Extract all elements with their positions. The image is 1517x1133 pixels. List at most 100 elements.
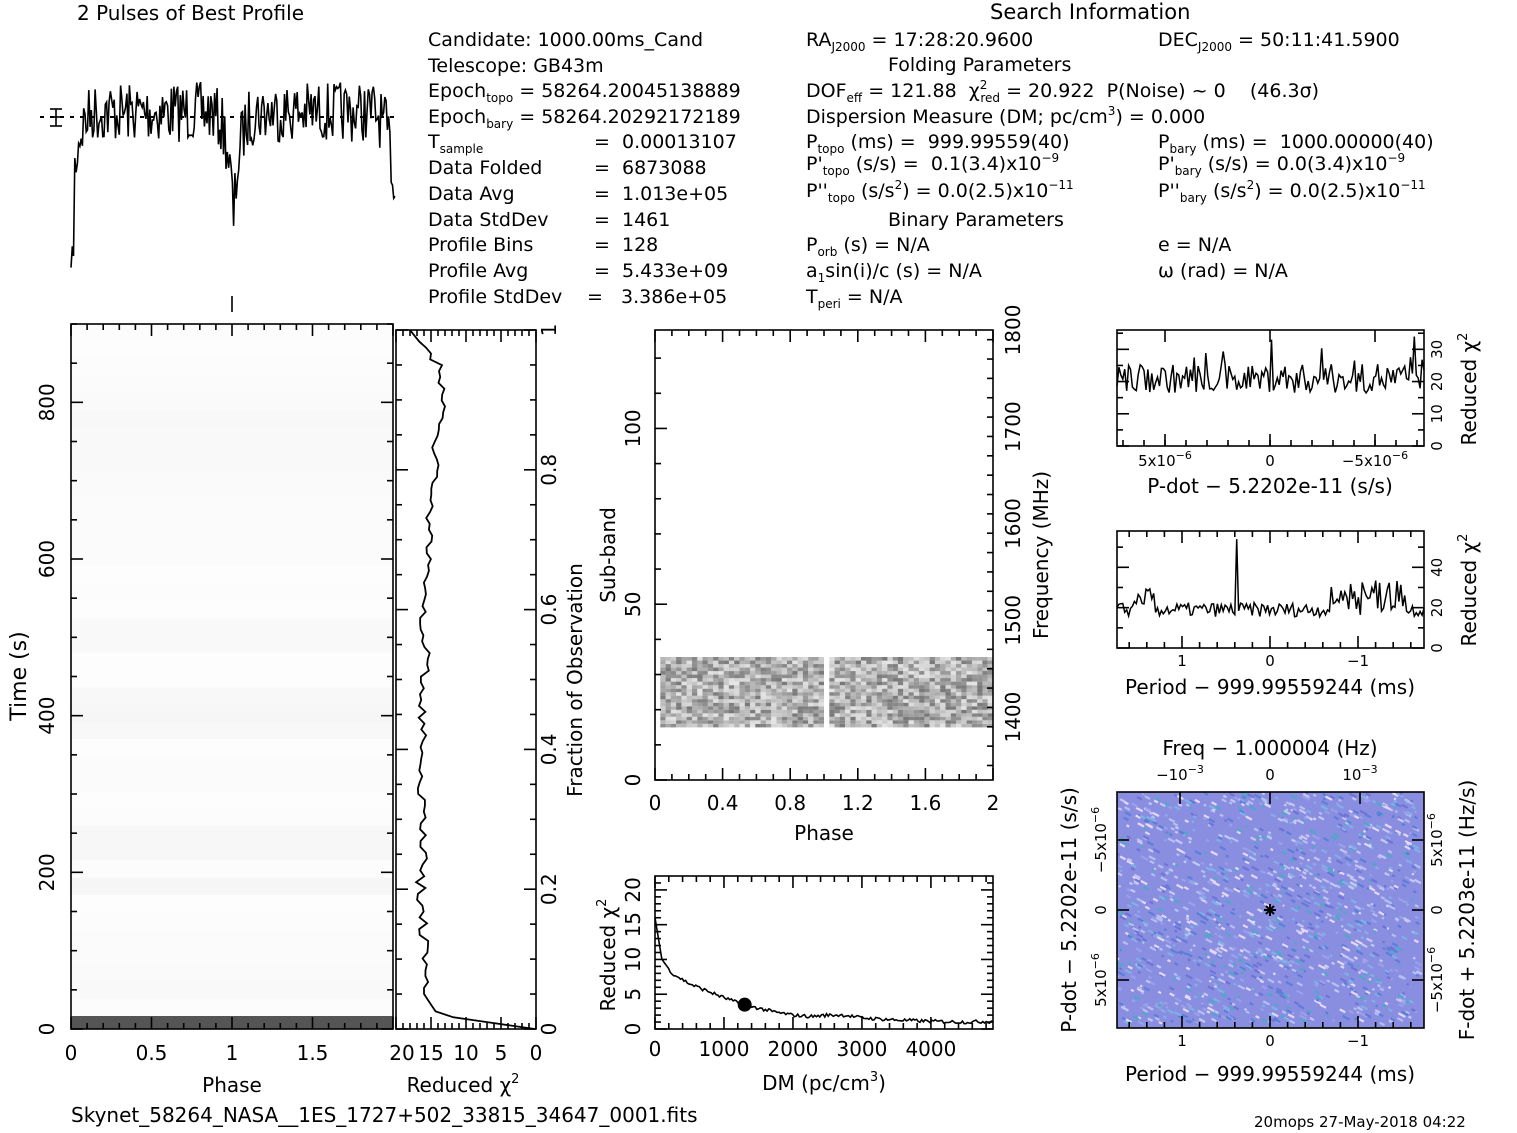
dof-row: DOFeff = 121.88 χ2red = 20.922 P(Noise) … [806, 78, 1320, 105]
pdot-xtick: −5x10−6 [1342, 449, 1408, 470]
tsample-row: Tsample [428, 131, 484, 156]
chi2-time-ytick: 0.4 [537, 733, 561, 765]
pdot-ytick: 30 [1428, 340, 1446, 359]
ppdot-ytick: 5x10−6 [1089, 953, 1110, 1007]
ppdot-ytick: −5x10−6 [1089, 807, 1110, 873]
time-phase-xtick: 1.5 [297, 1041, 329, 1065]
profile-line [70, 81, 396, 268]
ra-row: RAJ2000 = 17:28:20.9600 [806, 29, 1034, 54]
dm-ytick: 0 [621, 1023, 645, 1036]
subband-panel: 0 0.4 0.8 1.2 1.6 2 0 50 100 1400 1500 1600 1700 1800… [596, 305, 1053, 845]
period-ylabel: Reduced χ2 [1456, 534, 1481, 647]
ppdot-y2label: F-dot + 5.2203e-11 (Hz/s) [1455, 780, 1479, 1041]
subband-y2tick: 1600 [1001, 498, 1025, 549]
chi2-time-ytick: 0.2 [537, 873, 561, 905]
dm-xlabel: DM (pc/cm3) [762, 1070, 886, 1095]
tsample-value: = 0.00013107 [594, 131, 737, 153]
dm-xtick: 4000 [905, 1037, 956, 1061]
ptopo-row: Ptopo (ms) = 999.99559(40) [806, 131, 1070, 156]
ppdot-xtick: 0 [1265, 1032, 1275, 1050]
profile-bins-row: Profile Bins [428, 234, 534, 256]
time-phase-ytick: 600 [35, 540, 59, 578]
binary-title: Binary Parameters [888, 209, 1064, 231]
period-xtick: 1 [1177, 652, 1187, 670]
ppdot-ylabel: P-dot − 5.2202e-11 (s/s) [1057, 787, 1081, 1033]
dm-xtick: 3000 [836, 1037, 887, 1061]
pdot-xtick: 0 [1265, 452, 1275, 470]
profile-bins-value: = 128 [594, 234, 659, 256]
dm-ytick: 10 [621, 947, 645, 972]
subband-ytick: 0 [621, 774, 645, 787]
data-folded-value: = 6873088 [594, 157, 707, 179]
period-line [1116, 539, 1425, 619]
chi2-time-ytick: 0 [537, 1023, 561, 1036]
subband-y2tick: 1700 [1001, 401, 1025, 452]
chi2-time-ylabel: Fraction of Observation [563, 563, 587, 797]
period-xlabel: Period − 999.99559244 (ms) [1125, 675, 1415, 699]
ppdot-toptick: 0 [1265, 766, 1275, 784]
chi2-time-ytick: 1 [537, 324, 561, 337]
data-folded-row: Data Folded [428, 157, 543, 179]
pddbary-row: P''bary (s/s2) = 0.0(2.5)x10−11 [1158, 178, 1426, 205]
data-stddev-row: Data StdDev [428, 209, 549, 231]
ppdot-xtick: 1 [1177, 1032, 1187, 1050]
profile-errorbar [50, 108, 62, 127]
chi2-time-xtick: 0 [530, 1041, 543, 1065]
time-phase-xlabel: Phase [202, 1073, 262, 1097]
subband-y2tick: 1400 [1001, 692, 1025, 743]
profile-avg-value: = 5.433e+09 [594, 260, 729, 282]
pdot-ylabel: Reduced χ2 [1456, 333, 1481, 446]
chi2-time-panel: 20 15 10 5 000.20.40.60.81 Reduced χ2 Fracti… [389, 324, 587, 1097]
period-xtick: −1 [1347, 652, 1369, 670]
profile-stddev-row: Profile StdDev [428, 286, 563, 308]
profile-stddev-value: = 3.386e+05 [587, 286, 728, 308]
a1sini-row: a1sin(i)/c (s) = N/A [806, 260, 982, 285]
subband-xtick: 0.4 [707, 791, 739, 815]
period-xtick: 0 [1265, 652, 1275, 670]
data-avg-value: = 1.013e+05 [594, 183, 729, 205]
chi2-time-xlabel: Reduced χ2 [407, 1072, 520, 1097]
time-phase-ytick: 400 [35, 697, 59, 735]
porb-row: Porb (s) = N/A [806, 234, 930, 259]
chi2-time-line [409, 329, 535, 1030]
ppdot-xtick: −1 [1347, 1032, 1369, 1050]
footer-filename: Skynet_58264_NASA__1ES_1727+502_33815_34… [71, 1103, 698, 1127]
subband-ytick: 100 [621, 409, 645, 447]
chi2-time-ytick: 0.6 [537, 594, 561, 626]
subband-y2tick: 1800 [1001, 305, 1025, 356]
dec-row: DECJ2000 = 50:11:41.5900 [1158, 29, 1400, 54]
folding-title: Folding Parameters [888, 54, 1072, 76]
data-stddev-value: = 1461 [594, 209, 671, 231]
pdot-ytick: 10 [1428, 404, 1446, 423]
pbary-row: Pbary (ms) = 1000.00000(40) [1158, 131, 1434, 156]
pddtopo-row: P''topo (s/s2) = 0.0(2.5)x10−11 [806, 178, 1074, 205]
footer-stamp: 20mops 27-May-2018 04:22 [1254, 1113, 1466, 1131]
pdot-xtick: 5x10−6 [1138, 449, 1192, 470]
pdot-xlabel: P-dot − 5.2202e-11 (s/s) [1147, 474, 1393, 498]
time-phase-xtick: 0 [65, 1041, 78, 1065]
dm-ytick: 20 [621, 877, 645, 902]
search-info-title: Search Information [990, 0, 1191, 24]
chi2-time-xtick: 5 [495, 1041, 508, 1065]
period-ytick: 0 [1428, 643, 1446, 653]
dm-ytick: 15 [621, 912, 645, 937]
dm-line [654, 917, 994, 1025]
subband-xlabel: Phase [794, 821, 854, 845]
time-phase-xtick: 1 [226, 1041, 239, 1065]
ppdot-panel: 1 0 −1 −10−3 0 10−3 −5x10−6 0 5x10−6 5x10−6 0 −5x10… [1057, 736, 1479, 1086]
chi2-time-ytick: 0.8 [537, 454, 561, 486]
dm-ytick: 5 [621, 988, 645, 1001]
ppdot-toptick: −10−3 [1156, 763, 1204, 784]
subband-xtick: 2 [987, 791, 1000, 815]
subband-xtick: 0.8 [774, 791, 806, 815]
pdtopo-row: P'topo (s/s) = 0.1(3.4)x10−9 [806, 151, 1060, 178]
profile-panel: 2 Pulses of Best Profile [40, 1, 396, 312]
dm-xtick: 1000 [699, 1037, 750, 1061]
dm-xtick: 0 [649, 1037, 662, 1061]
epoch-bary-row: Epochbary = 58264.20292172189 [428, 106, 741, 131]
period-ytick: 20 [1428, 598, 1446, 617]
ppdot-xlabel: Period − 999.99559244 (ms) [1125, 1062, 1415, 1086]
subband-ylabel: Sub-band [596, 507, 620, 603]
time-phase-ytick: 0 [35, 1023, 59, 1036]
